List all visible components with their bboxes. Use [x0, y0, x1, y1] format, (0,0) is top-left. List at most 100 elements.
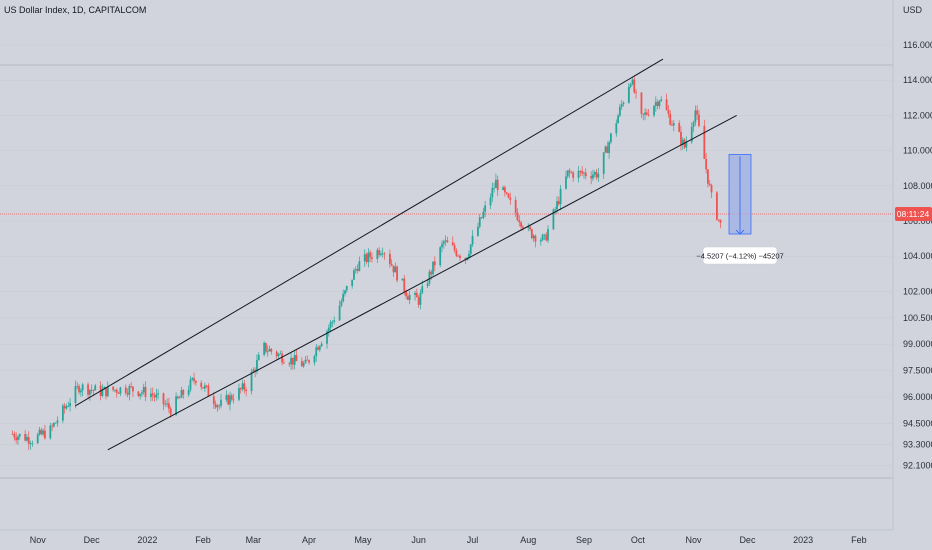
candle-body	[642, 113, 645, 115]
candle-body	[137, 391, 140, 396]
candle-body	[290, 357, 292, 365]
candle-body	[38, 429, 41, 435]
candle-body	[692, 122, 695, 127]
candle-body	[340, 301, 343, 306]
candle-body	[617, 115, 619, 124]
candle-body	[275, 351, 278, 357]
candle-body	[369, 252, 372, 258]
candle-body	[367, 252, 370, 263]
candle-body	[593, 171, 596, 175]
candle-body	[327, 327, 330, 332]
candle-body	[353, 270, 355, 280]
candle-body	[67, 406, 70, 407]
candle-body	[496, 179, 499, 190]
time-tick-label: Feb	[195, 535, 211, 545]
candle-body	[257, 354, 260, 361]
candle-body	[207, 385, 210, 397]
candle-body	[439, 247, 442, 266]
candle-body	[94, 385, 97, 391]
candle-body	[245, 389, 248, 392]
candle-body	[516, 212, 519, 221]
candle-body	[203, 385, 206, 389]
candle-body	[126, 393, 129, 395]
candle-body	[584, 172, 587, 177]
candle-body	[509, 197, 512, 200]
candle-body	[331, 321, 334, 323]
upper-channel-line[interactable]	[75, 58, 664, 407]
candle-body	[36, 434, 39, 444]
time-tick-label: 2022	[137, 535, 157, 545]
candle-body	[29, 443, 32, 445]
candle-body	[24, 433, 27, 441]
time-axis[interactable]: Nov Dec 2022 Feb Mar Apr May Jun Jul Aug Sep Oct Nov…	[30, 535, 867, 545]
candle-body	[124, 387, 127, 394]
candle-body	[654, 101, 657, 106]
candle-body	[453, 245, 456, 251]
candle-body	[295, 355, 298, 362]
candle-body	[342, 293, 345, 302]
candle-body	[717, 219, 720, 221]
candle-body	[363, 254, 366, 262]
candle-body	[169, 408, 172, 415]
price-tick-label: 112.0000	[903, 110, 932, 120]
price-tick-label: 104.0000	[903, 251, 932, 261]
time-tick-label: Dec	[84, 535, 101, 545]
candle-body	[115, 389, 118, 393]
candle-body	[81, 384, 84, 391]
candle-body	[229, 395, 231, 405]
candle-body	[74, 386, 77, 404]
candle-body	[182, 390, 185, 395]
candle-body	[293, 355, 296, 365]
candle-body	[667, 110, 670, 114]
measure-tool[interactable]: −4.5207 (−4.12%) −45207	[696, 154, 784, 265]
candle-body	[441, 243, 443, 248]
candle-body	[141, 392, 143, 394]
candle-body	[101, 389, 104, 396]
candle-body	[482, 211, 485, 219]
candle-body	[672, 123, 675, 126]
candle-body	[665, 99, 668, 111]
candle-body	[489, 197, 492, 206]
candle-body	[604, 146, 607, 153]
candle-body	[114, 389, 116, 391]
candle-body	[568, 170, 571, 173]
candle-body	[49, 425, 52, 439]
time-tick-label: May	[354, 535, 372, 545]
measure-label-box	[702, 246, 778, 265]
candle-body	[193, 378, 195, 381]
candle-body	[610, 133, 612, 143]
candle-body	[577, 170, 580, 178]
lower-channel-line[interactable]	[107, 114, 737, 451]
candle-body	[493, 188, 496, 189]
candle-body	[405, 291, 407, 297]
candle-body	[419, 292, 422, 305]
candle-body	[354, 269, 357, 271]
candle-body	[344, 290, 346, 294]
candle-body	[187, 389, 190, 395]
candle-body	[51, 425, 54, 427]
candle-body	[92, 390, 95, 391]
countdown-badge: 08:11:24	[895, 207, 932, 221]
candle-body	[338, 305, 341, 321]
candle-body	[656, 101, 659, 106]
candle-body	[430, 271, 433, 275]
candle-body	[645, 112, 648, 115]
price-tick-label: 116.0000	[903, 40, 932, 50]
candle-body	[681, 139, 684, 145]
candle-body	[394, 266, 397, 273]
candle-body	[356, 269, 359, 271]
candle-body	[716, 192, 718, 220]
candle-body	[216, 405, 219, 408]
time-tick-label: 2023	[793, 535, 813, 545]
candle-body	[130, 386, 133, 387]
candle-body	[417, 297, 420, 305]
candle-body	[543, 234, 546, 236]
candle-body	[268, 348, 271, 352]
candle-body	[459, 255, 461, 259]
candle-body	[669, 113, 672, 125]
candle-body	[421, 286, 424, 293]
candle-body	[153, 395, 156, 398]
candle-body	[631, 79, 634, 85]
candle-body	[503, 187, 506, 193]
